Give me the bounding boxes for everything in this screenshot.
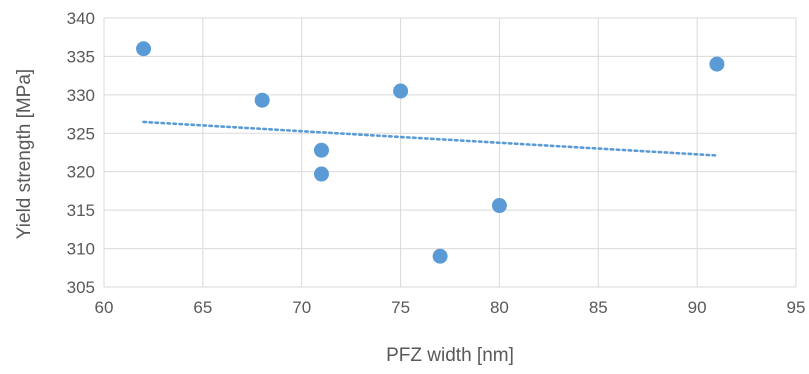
x-tick-label: 90	[688, 298, 707, 317]
x-tick-label: 95	[787, 298, 806, 317]
y-tick-label: 335	[67, 47, 95, 66]
data-point	[432, 248, 448, 264]
x-axis-ticks: 60 65 70 75 80 85 90 95	[95, 298, 806, 317]
y-axis-ticks: 305 310 315 320 325 330 335 340	[67, 9, 95, 297]
x-tick-label: 60	[95, 298, 114, 317]
data-point	[491, 198, 507, 214]
x-tick-label: 80	[490, 298, 509, 317]
y-axis-title: Yield strength [MPa]	[14, 69, 35, 239]
data-point	[709, 56, 725, 72]
x-tick-label: 65	[193, 298, 212, 317]
x-tick-label: 85	[589, 298, 608, 317]
y-tick-label: 340	[67, 9, 95, 28]
data-point	[254, 92, 270, 108]
y-tick-label: 310	[67, 240, 95, 259]
trendline	[142, 120, 719, 157]
x-tick-label: 70	[292, 298, 311, 317]
y-tick-label: 325	[67, 124, 95, 143]
y-tick-label: 330	[67, 86, 95, 105]
y-tick-label: 315	[67, 201, 95, 220]
x-tick-label: 75	[391, 298, 410, 317]
y-tick-label: 305	[67, 278, 95, 297]
data-point	[136, 41, 152, 57]
x-axis-title: PFZ width [nm]	[386, 345, 514, 366]
data-point	[393, 83, 409, 99]
data-point	[313, 142, 329, 158]
data-point	[313, 166, 329, 182]
data-points	[136, 41, 725, 264]
gridlines	[103, 17, 797, 288]
y-tick-label: 320	[67, 163, 95, 182]
